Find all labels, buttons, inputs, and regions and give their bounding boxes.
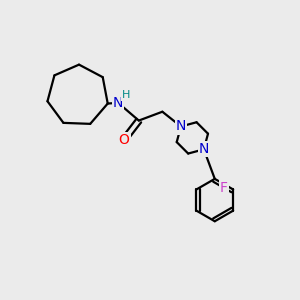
- Text: F: F: [220, 181, 228, 195]
- Text: O: O: [119, 133, 130, 147]
- Text: H: H: [122, 90, 130, 100]
- Text: N: N: [199, 142, 209, 156]
- Text: N: N: [113, 96, 123, 110]
- Text: N: N: [176, 119, 186, 134]
